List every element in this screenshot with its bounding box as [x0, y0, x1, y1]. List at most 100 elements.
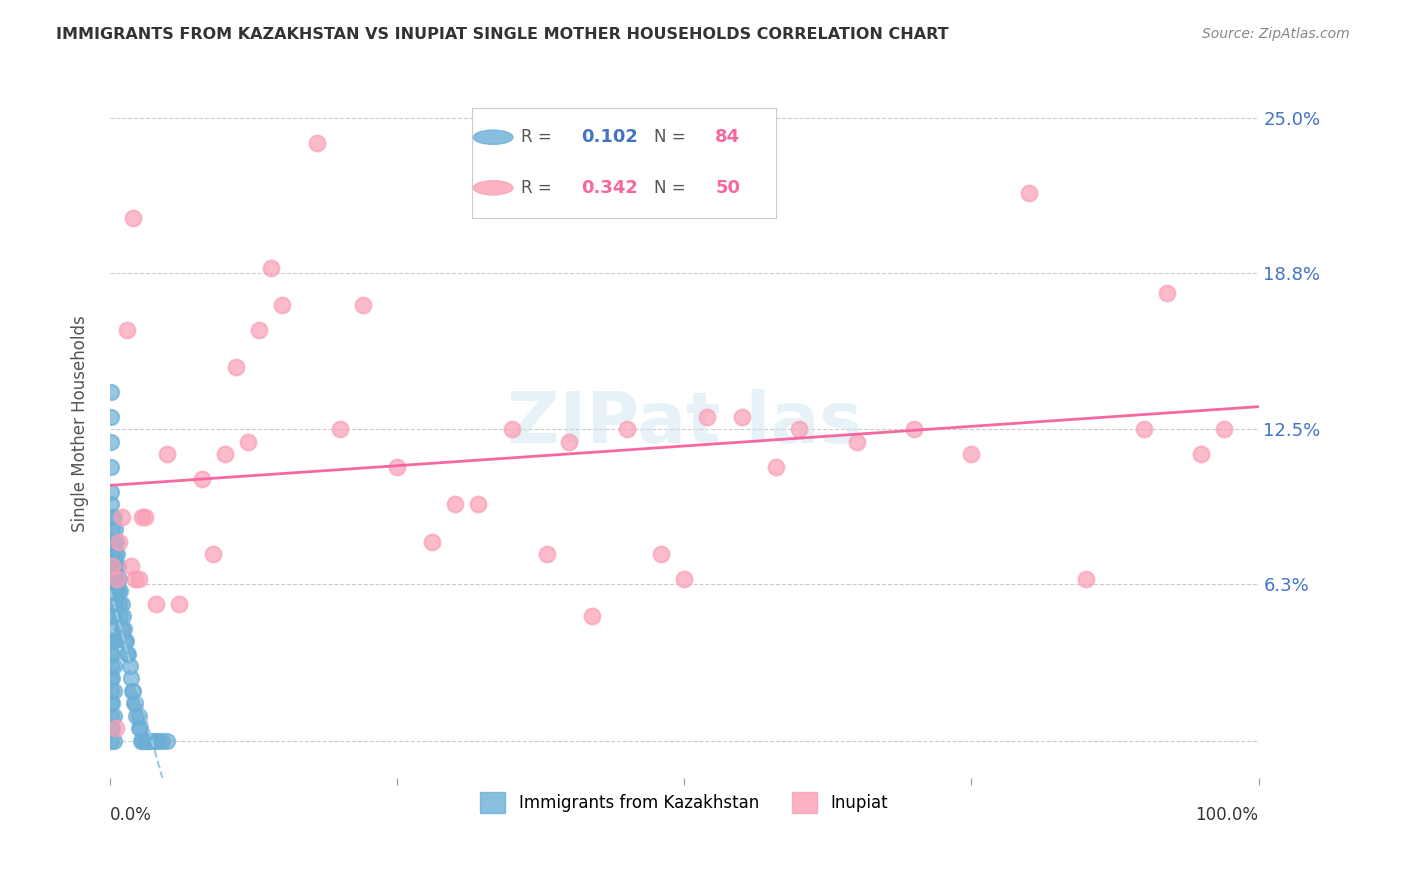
Point — [105, 547, 128, 561]
Point — [110, 609, 132, 624]
Point — [100, 672, 122, 686]
Point — [100, 584, 122, 599]
Point — [103, 584, 125, 599]
Point — [202, 547, 225, 561]
Point — [1156, 285, 1178, 300]
Point — [103, 684, 125, 698]
Point — [100, 484, 122, 499]
Point — [103, 733, 125, 747]
Point — [104, 522, 127, 536]
Point — [131, 509, 153, 524]
Point — [121, 684, 143, 698]
Point — [124, 696, 146, 710]
Point — [103, 559, 125, 574]
Point — [167, 597, 190, 611]
Point — [443, 497, 465, 511]
Point — [110, 509, 132, 524]
Point — [101, 547, 124, 561]
Point — [134, 509, 156, 524]
Point — [101, 597, 124, 611]
Point — [352, 298, 374, 312]
Point — [616, 422, 638, 436]
Point — [134, 733, 156, 747]
Point — [100, 434, 122, 449]
Point — [135, 733, 157, 747]
Point — [103, 659, 125, 673]
Point — [101, 672, 124, 686]
Point — [247, 323, 270, 337]
Point — [150, 733, 173, 747]
Point — [103, 534, 125, 549]
Point — [128, 572, 150, 586]
Point — [420, 534, 443, 549]
Point — [787, 422, 810, 436]
Point — [118, 659, 141, 673]
Point — [1189, 447, 1212, 461]
Point — [156, 447, 179, 461]
Point — [111, 609, 134, 624]
Point — [845, 434, 868, 449]
Point — [260, 260, 283, 275]
Point — [100, 733, 122, 747]
Y-axis label: Single Mother Households: Single Mother Households — [72, 315, 89, 532]
Point — [104, 547, 127, 561]
Point — [145, 733, 167, 747]
Point — [191, 472, 214, 486]
Point — [122, 696, 145, 710]
Point — [536, 547, 558, 561]
Point — [131, 733, 153, 747]
Point — [103, 609, 125, 624]
Point — [100, 534, 122, 549]
Point — [1132, 422, 1154, 436]
Point — [129, 721, 152, 735]
Point — [100, 634, 122, 648]
Point — [105, 572, 128, 586]
Point — [104, 597, 127, 611]
Point — [1076, 572, 1098, 586]
Point — [107, 559, 129, 574]
Point — [120, 672, 142, 686]
Point — [104, 559, 127, 574]
Point — [114, 634, 136, 648]
Point — [107, 584, 129, 599]
Point — [120, 559, 142, 574]
Point — [108, 572, 131, 586]
Point — [122, 684, 145, 698]
Point — [103, 708, 125, 723]
Point — [148, 733, 170, 747]
Point — [156, 733, 179, 747]
Legend: Immigrants from Kazakhstan, Inupiat: Immigrants from Kazakhstan, Inupiat — [474, 786, 896, 820]
Point — [696, 410, 718, 425]
Point — [122, 211, 145, 225]
Point — [100, 609, 122, 624]
Point — [558, 434, 581, 449]
Text: 100.0%: 100.0% — [1195, 806, 1258, 824]
Text: IMMIGRANTS FROM KAZAKHSTAN VS INUPIAT SINGLE MOTHER HOUSEHOLDS CORRELATION CHART: IMMIGRANTS FROM KAZAKHSTAN VS INUPIAT SI… — [56, 27, 949, 42]
Point — [104, 584, 127, 599]
Point — [100, 721, 122, 735]
Point — [101, 634, 124, 648]
Point — [100, 385, 122, 400]
Point — [100, 708, 122, 723]
Point — [117, 323, 139, 337]
Point — [110, 597, 132, 611]
Text: Source: ZipAtlas.com: Source: ZipAtlas.com — [1202, 27, 1350, 41]
Point — [112, 622, 135, 636]
Point — [110, 622, 132, 636]
Point — [100, 684, 122, 698]
Point — [124, 572, 146, 586]
Point — [101, 559, 124, 574]
Point — [128, 721, 150, 735]
Point — [105, 572, 128, 586]
Point — [581, 609, 603, 624]
Point — [110, 584, 132, 599]
Point — [100, 559, 122, 574]
Point — [673, 572, 696, 586]
Point — [305, 136, 328, 151]
Point — [104, 534, 127, 549]
Point — [142, 733, 165, 747]
Point — [903, 422, 925, 436]
Point — [1018, 186, 1040, 200]
Point — [501, 422, 523, 436]
Point — [731, 410, 754, 425]
